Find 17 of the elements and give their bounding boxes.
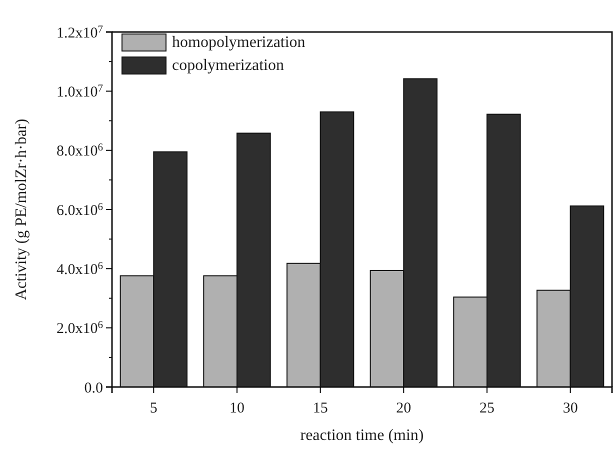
- y-tick-label: 6.0x10$^{6}$: [56, 201, 103, 219]
- x-tick-label: 30: [562, 400, 578, 416]
- y-tick-label: 4.0x10$^{6}$: [56, 260, 103, 278]
- legend-label: homopolymerization: [172, 34, 306, 51]
- y-tick-label: 1.0x10$^{7}$: [56, 82, 103, 100]
- y-tick-label: 1.2x10$^{7}$: [56, 24, 103, 42]
- y-tick-label: 0.0: [84, 380, 103, 396]
- x-tick-label: 15: [312, 400, 328, 416]
- y-tick-label: 2.0x10$^{6}$: [56, 320, 103, 338]
- y-tick-label: 8.0x10$^{6}$: [56, 142, 103, 160]
- x-tick-label: 20: [396, 400, 412, 416]
- x-tick-label: 10: [230, 400, 244, 416]
- x-tick-label: 5: [150, 400, 158, 416]
- legend-label: copolymerization: [172, 57, 284, 74]
- x-axis-title: reaction time (min): [300, 427, 424, 444]
- y-axis-title: Activity (g PE/molZr·h·bar): [13, 118, 30, 300]
- x-tick-label: 25: [480, 400, 494, 416]
